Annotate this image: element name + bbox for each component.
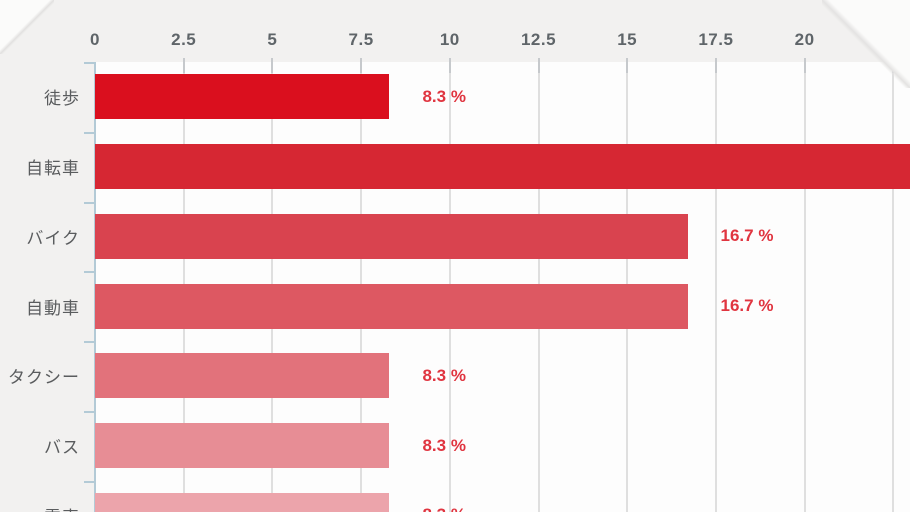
value-label: 8.3 % [422,435,466,455]
y-axis-tick [84,410,94,413]
y-axis-tick [84,201,94,204]
x-tick-label: 17.5 [698,30,734,49]
category-label: 徒歩 [44,89,80,109]
y-axis-tick [84,480,94,483]
gridline [714,62,717,512]
category-label: 自転車 [26,159,80,179]
value-label: 16.7 % [720,226,774,246]
x-tick-label: 15 [617,30,638,49]
category-label: バス [44,438,80,458]
category-label: 自動車 [26,298,80,318]
category-label: タクシー [8,368,80,388]
value-label: 8.3 % [422,365,466,385]
x-axis-tick [182,58,185,73]
bar [95,283,688,329]
x-tick-label: 5 [267,30,278,49]
x-axis-tick [537,58,540,73]
x-tick-label: 12.5 [520,30,557,49]
x-axis-tick [360,58,363,73]
bar [95,353,390,399]
bar [95,213,688,259]
x-axis-tick [892,58,895,73]
x-tick-label: 22.5 [875,30,910,49]
value-label: 8.3 % [422,86,466,106]
value-label: 8.3 % [422,481,465,512]
bar [95,492,390,512]
y-axis-tick [84,62,94,64]
x-tick-label: 20 [794,30,815,49]
x-tick-label: 0 [90,30,100,49]
x-axis-tick [803,58,806,73]
bar [95,423,390,469]
x-tick-label: 10 [439,30,460,49]
x-axis-tick [714,58,717,73]
corner-decoration-top-left [0,0,54,54]
x-axis-tick [448,58,451,73]
bar [95,144,910,190]
x-axis-tick [271,58,274,73]
gridline [892,62,895,512]
x-tick-label: 2.5 [171,30,197,49]
x-tick-label: 7.5 [348,30,374,49]
gridline [803,62,806,512]
y-axis-tick [84,131,94,134]
y-axis-tick [84,341,94,343]
y-axis-tick [84,271,94,274]
category-label: 電車 [0,481,80,512]
category-label: バイク [26,228,80,248]
x-axis-tick [626,58,629,73]
value-label: 16.7 % [720,296,774,316]
bar [95,74,390,120]
